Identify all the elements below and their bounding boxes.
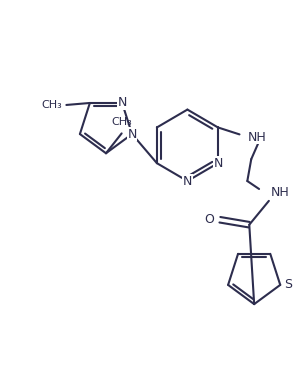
Text: O: O	[204, 213, 214, 226]
Text: S: S	[284, 278, 292, 291]
Text: N: N	[117, 97, 127, 109]
Text: N: N	[183, 175, 192, 188]
Text: NH: NH	[247, 131, 266, 144]
Text: N: N	[213, 157, 223, 170]
Text: CH₃: CH₃	[111, 117, 132, 128]
Text: NH: NH	[271, 186, 290, 200]
Text: N: N	[127, 128, 137, 141]
Text: CH₃: CH₃	[42, 100, 63, 110]
